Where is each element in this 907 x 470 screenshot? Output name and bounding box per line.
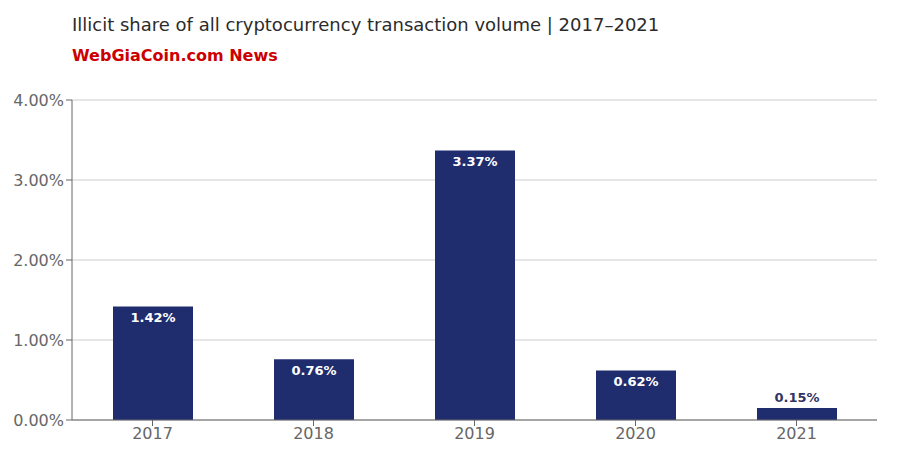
- svg-text:2018: 2018: [293, 424, 334, 443]
- html-text:Illicit share of all cryptocur: Illicit share of all cryptocurrency tran…: [72, 14, 660, 35]
- svg-text:1.00%: 1.00%: [13, 331, 64, 350]
- svg-text:3.37%: 3.37%: [452, 154, 497, 169]
- svg-text:2.00%: 2.00%: [13, 251, 64, 270]
- svg-text:0.00%: 0.00%: [13, 411, 64, 430]
- svg-text:2017: 2017: [132, 424, 173, 443]
- svg-text:1.42%: 1.42%: [130, 310, 175, 325]
- html-text:WebGiaCoin.com News: WebGiaCoin.com News: [72, 46, 278, 65]
- svg-text:2019: 2019: [454, 424, 495, 443]
- svg-text:2021: 2021: [776, 424, 817, 443]
- svg-text:2020: 2020: [615, 424, 656, 443]
- svg-text:4.00%: 4.00%: [13, 91, 64, 110]
- svg-text:0.62%: 0.62%: [613, 374, 658, 389]
- svg-text:0.15%: 0.15%: [774, 390, 819, 405]
- svg-text:3.00%: 3.00%: [13, 171, 64, 190]
- svg-text:0.76%: 0.76%: [291, 363, 336, 378]
